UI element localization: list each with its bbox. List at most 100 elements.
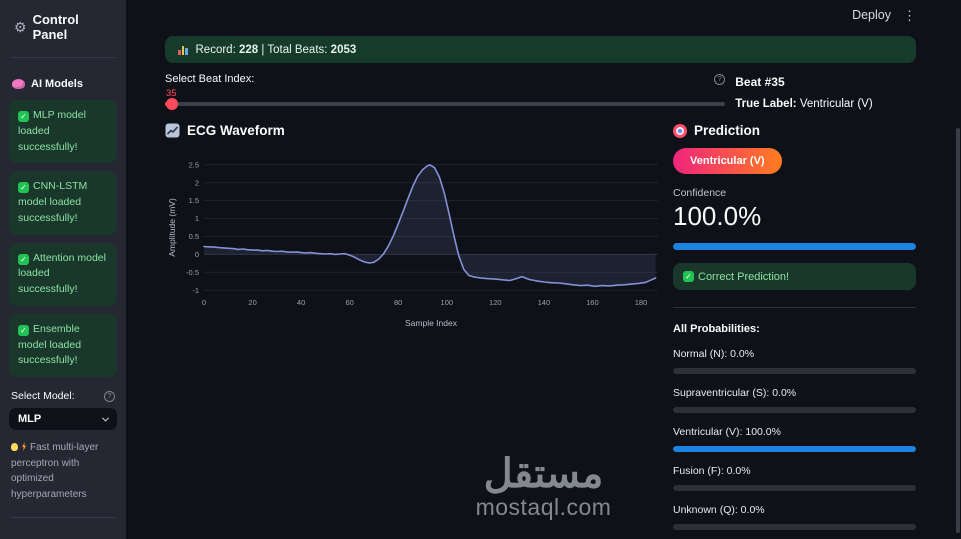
target-icon [673, 123, 687, 138]
sidebar: ⚙ Control Panel AI Models ✓ MLP model loa… [0, 0, 126, 539]
check-icon: ✓ [683, 271, 694, 282]
record-info-text: Record: 228 | Total Beats: 2053 [195, 43, 357, 56]
prediction-panel: Prediction Ventricular (V) Confidence 10… [673, 123, 916, 530]
model-loaded-text: MLP model loaded successfully! [18, 109, 86, 153]
probability-bar [673, 368, 916, 374]
svg-text:40: 40 [297, 298, 305, 307]
sidebar-title: Control Panel [32, 12, 79, 42]
probability-row: Fusion (F): 0.0% [673, 465, 916, 491]
beat-slider-value: 35 [166, 88, 177, 99]
sidebar-divider [11, 517, 115, 518]
model-loaded-text: Attention model loaded successfully! [18, 251, 106, 296]
svg-text:0: 0 [202, 298, 206, 307]
svg-text:2.5: 2.5 [189, 160, 199, 169]
probability-label: Fusion (F): 0.0% [673, 465, 751, 477]
model-hint: Fast multi-layer perceptron with optimiz… [11, 440, 115, 502]
model-loaded-message: ✓ Attention model loaded successfully! [9, 242, 117, 306]
true-label: True Label: Ventricular (V) [735, 98, 916, 110]
predicted-class-badge: Ventricular (V) [673, 148, 782, 174]
svg-text:80: 80 [394, 298, 402, 307]
probability-row: Supraventricular (S): 0.0% [673, 387, 916, 413]
main-content: Deploy ⋮ Record: 228 | Total Beats: 2053… [126, 0, 961, 539]
svg-text:0.5: 0.5 [189, 232, 199, 241]
sidebar-header: ⚙ Control Panel [9, 12, 117, 42]
svg-text:2: 2 [195, 178, 199, 187]
probability-row: Ventricular (V): 100.0% [673, 426, 916, 452]
help-icon[interactable]: ? [104, 390, 115, 402]
sidebar-divider [11, 57, 115, 58]
true-label-value: Ventricular (V) [799, 98, 873, 110]
confidence-value: 100.0% [673, 201, 762, 231]
beat-info: Beat #35 True Label: Ventricular (V) [735, 73, 916, 110]
bar-chart-icon [178, 45, 188, 55]
check-icon: ✓ [18, 253, 29, 265]
beat-slider-label: Select Beat Index: [165, 73, 255, 85]
select-model-label: Select Model: [11, 390, 75, 402]
svg-text:180: 180 [635, 298, 648, 307]
svg-text:140: 140 [538, 298, 551, 307]
probability-bar [673, 446, 916, 452]
svg-text:0: 0 [195, 250, 199, 259]
prediction-result-box: ✓ Correct Prediction! [673, 263, 916, 290]
check-icon: ✓ [18, 324, 29, 336]
ai-models-title: AI Models [31, 78, 83, 90]
confidence-bar [673, 243, 916, 250]
vertical-scrollbar[interactable] [956, 128, 960, 533]
model-loaded-text: CNN-LSTM model loaded successfully! [18, 180, 88, 224]
lightning-icon [22, 442, 27, 451]
prediction-header: Prediction [673, 123, 916, 138]
svg-text:160: 160 [586, 298, 599, 307]
confidence-label: Confidence [673, 187, 727, 199]
prediction-title: Prediction [694, 123, 761, 138]
ecg-panel: ECG Waveform -1 -0.5 0 0.5 1 1.5 2 2.5 0 20 40 60 80… [165, 123, 660, 530]
main-row: ECG Waveform -1 -0.5 0 0.5 1 1.5 2 2.5 0 20 40 60 80… [165, 123, 916, 530]
kebab-menu-icon[interactable]: ⋮ [903, 7, 916, 23]
topbar: Deploy ⋮ [165, 2, 916, 28]
model-select[interactable]: MLP [9, 408, 117, 430]
probability-bar [673, 524, 916, 530]
probability-bar [673, 485, 916, 491]
select-model-label-row: Select Model: ? [11, 390, 115, 402]
brain-icon [12, 79, 25, 89]
confidence-bar-fill [673, 243, 916, 250]
model-loaded-text: Ensemble model loaded successfully! [18, 322, 82, 367]
model-loaded-message: ✓ CNN-LSTM model loaded successfully! [9, 171, 117, 235]
lightbulb-icon [11, 443, 18, 451]
beat-slider-thumb[interactable] [166, 98, 178, 110]
probability-bar-fill [673, 446, 916, 452]
gear-icon: ⚙ [14, 19, 27, 35]
probabilities-title: All Probabilities: [673, 323, 760, 335]
beat-title: Beat #35 [735, 75, 785, 89]
beat-slider-block: Select Beat Index: ? 35 [165, 73, 726, 110]
svg-text:1.5: 1.5 [189, 196, 199, 205]
svg-text:Sample Index: Sample Index [405, 318, 458, 328]
svg-text:60: 60 [346, 298, 354, 307]
prediction-result-text: Correct Prediction! [698, 270, 790, 283]
prediction-divider [673, 307, 916, 308]
deploy-button[interactable]: Deploy [852, 8, 891, 22]
svg-text:20: 20 [248, 298, 256, 307]
svg-text:Amplitude (mV): Amplitude (mV) [167, 198, 177, 257]
help-icon[interactable]: ? [714, 73, 726, 85]
record-info-banner: Record: 228 | Total Beats: 2053 [165, 36, 916, 63]
check-icon: ✓ [18, 111, 29, 122]
beat-slider-track[interactable] [165, 98, 726, 110]
probability-label: Ventricular (V): 100.0% [673, 426, 781, 438]
svg-text:-0.5: -0.5 [186, 268, 199, 277]
model-hint-text: Fast multi-layer perceptron with optimiz… [11, 442, 99, 500]
model-select-value: MLP [18, 413, 42, 425]
probability-row: Unknown (Q): 0.0% [673, 504, 916, 530]
model-loaded-message: ✓ Ensemble model loaded successfully! [9, 313, 117, 377]
svg-text:100: 100 [441, 298, 454, 307]
probability-label: Normal (N): 0.0% [673, 348, 755, 360]
ecg-chart[interactable]: -1 -0.5 0 0.5 1 1.5 2 2.5 0 20 40 60 80 100 120 140 160 1… [165, 145, 660, 330]
probability-row: Normal (N): 0.0% [673, 348, 916, 374]
model-loaded-message: ✓ MLP model loaded successfully! [9, 100, 117, 164]
controls-row: Select Beat Index: ? 35 Beat #35 True La… [165, 73, 916, 110]
probability-label: Unknown (Q): 0.0% [673, 504, 765, 516]
svg-text:-1: -1 [192, 286, 199, 295]
record-value: 228 [238, 43, 259, 56]
chevron-down-icon [101, 414, 110, 422]
probability-label: Supraventricular (S): 0.0% [673, 387, 797, 399]
total-beats-value: 2053 [330, 43, 357, 56]
